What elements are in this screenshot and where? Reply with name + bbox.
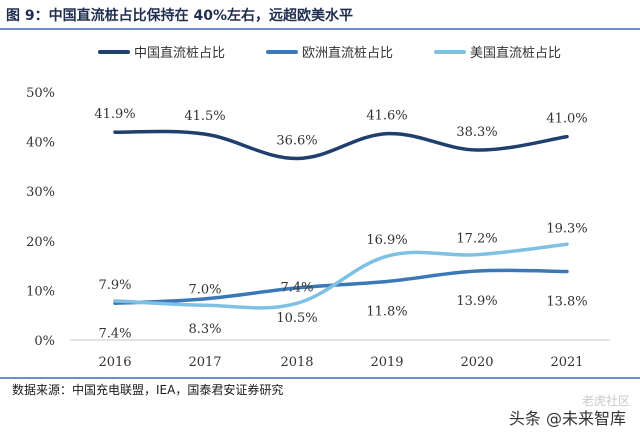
legend-label-us: 美国直流桩占比: [470, 46, 561, 61]
x-tick-label: 2020: [460, 355, 493, 370]
x-tick-label: 2016: [98, 355, 131, 370]
data-label-us: 7.9%: [98, 278, 131, 293]
data-label-china: 36.6%: [276, 133, 317, 148]
x-tick-label: 2021: [550, 355, 583, 370]
data-label-us: 7.0%: [188, 282, 221, 297]
source-divider: [0, 377, 640, 379]
watermark-top: 老虎社区: [581, 394, 630, 408]
data-label-europe: 13.9%: [456, 294, 497, 309]
data-label-china: 41.9%: [94, 107, 135, 122]
data-label-us: 7.4%: [280, 280, 313, 295]
series-line-china: [113, 129, 569, 161]
data-label-europe: 13.8%: [546, 295, 587, 310]
data-label-us: 17.2%: [456, 232, 497, 247]
series-line-europe: [113, 268, 569, 306]
chart-title: 图 9：中国直流桩占比保持在 40%左右，远超欧美水平: [6, 8, 353, 24]
data-label-china: 41.6%: [366, 109, 407, 124]
x-axis: 2016 2017 2018 2019 2020 2021: [70, 339, 610, 370]
x-tick-label: 2019: [370, 355, 403, 370]
data-label-europe: 8.3%: [188, 322, 221, 337]
x-tick-label: 2018: [280, 355, 313, 370]
x-tick-label: 2017: [188, 355, 221, 370]
data-label-us: 16.9%: [366, 233, 407, 248]
data-label-china: 38.3%: [456, 125, 497, 140]
y-tick-label: 30%: [26, 185, 55, 200]
legend-label-europe: 欧洲直流桩占比: [302, 46, 393, 61]
y-tick-label: 40%: [26, 136, 55, 151]
y-tick-label: 20%: [26, 235, 55, 250]
y-tick-label: 0%: [34, 334, 55, 349]
source-note: 数据来源：中国充电联盟，IEA，国泰君安证券研究: [12, 383, 284, 397]
title-divider: [0, 28, 640, 30]
y-tick-label: 50%: [26, 86, 55, 101]
series-line-us: [113, 242, 569, 310]
data-label-europe: 10.5%: [276, 311, 317, 326]
y-tick-label: 10%: [26, 284, 55, 299]
series-lines: [113, 129, 569, 310]
data-labels: 41.9% 41.5% 36.6% 41.6% 38.3% 41.0% 7.4% 8.3% 10…: [94, 107, 587, 341]
data-label-europe: 7.4%: [98, 326, 131, 341]
data-label-china: 41.5%: [184, 109, 225, 124]
watermark-bottom: 头条 @未来智库: [508, 409, 626, 428]
data-label-europe: 11.8%: [366, 304, 407, 319]
data-label-china: 41.0%: [546, 112, 587, 127]
y-axis: 0% 10% 20% 30% 40% 50%: [26, 86, 55, 349]
legend: 中国直流桩占比 欧洲直流桩占比 美国直流桩占比: [98, 46, 561, 61]
data-label-us: 19.3%: [546, 221, 587, 236]
legend-label-china: 中国直流桩占比: [134, 46, 225, 61]
line-chart: 中国直流桩占比 欧洲直流桩占比 美国直流桩占比 0%10%20%30%40%50% …: [26, 46, 610, 370]
